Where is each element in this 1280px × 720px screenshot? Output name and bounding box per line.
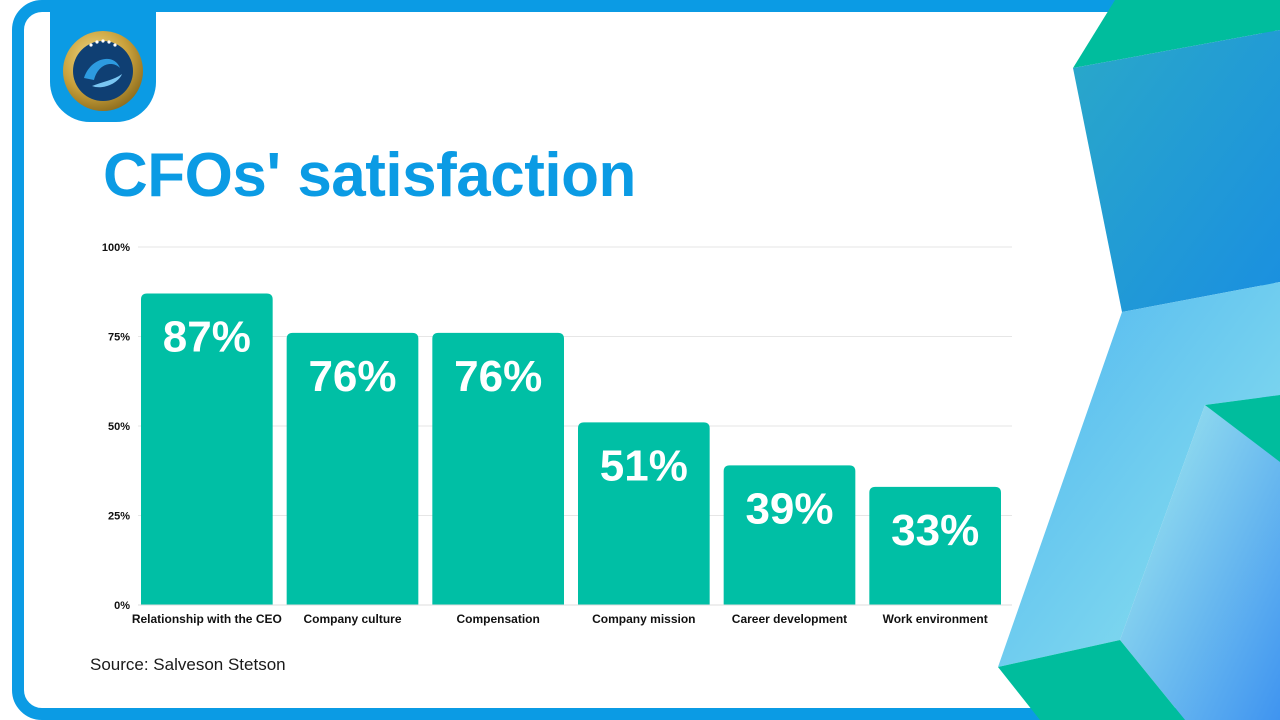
y-tick-label: 75% bbox=[108, 332, 130, 344]
x-tick-label: Compensation bbox=[456, 612, 539, 626]
bar bbox=[869, 486, 1001, 605]
y-tick-label: 50% bbox=[108, 421, 130, 433]
x-tick-label: Relationship with the CEO bbox=[132, 612, 282, 626]
y-tick-label: 25% bbox=[108, 511, 130, 523]
bar-value-label: 87% bbox=[163, 313, 251, 362]
bar bbox=[141, 293, 273, 605]
bar bbox=[286, 332, 419, 605]
bar-value-label: 76% bbox=[308, 352, 396, 401]
bar bbox=[578, 422, 710, 605]
source-note: Source: Salveson Stetson bbox=[90, 655, 286, 674]
bar bbox=[432, 332, 564, 605]
bar-value-label: 76% bbox=[454, 352, 542, 401]
page-title: CFOs' satisfaction bbox=[103, 141, 636, 210]
bar-value-label: 39% bbox=[745, 484, 833, 533]
x-tick-label: Work environment bbox=[883, 612, 988, 626]
bar-value-label: 51% bbox=[600, 441, 688, 490]
bar-value-label: 33% bbox=[891, 506, 979, 555]
y-tick-label: 0% bbox=[114, 600, 130, 612]
x-tick-label: Company culture bbox=[303, 612, 401, 626]
bar bbox=[723, 465, 856, 605]
x-tick-label: Company mission bbox=[592, 612, 695, 626]
x-tick-label: Career development bbox=[732, 612, 847, 626]
y-tick-label: 100% bbox=[102, 242, 130, 254]
badge-seal-icon bbox=[63, 31, 143, 111]
